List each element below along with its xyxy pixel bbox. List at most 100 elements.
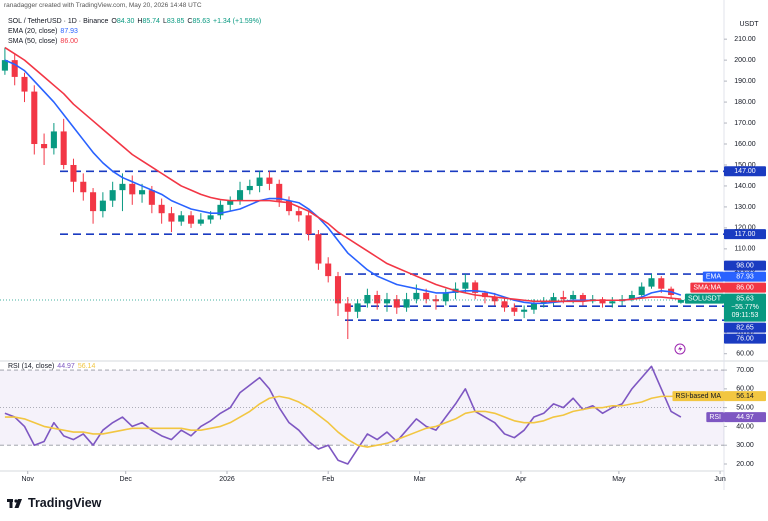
x-tick-label: Jun <box>714 476 725 483</box>
candle-body <box>521 309 528 312</box>
candle-body <box>276 183 283 201</box>
logo-icon <box>7 499 22 508</box>
axis-tag-value: 76.00 <box>736 335 754 342</box>
candle-body <box>442 292 449 302</box>
candle-body <box>21 76 28 92</box>
y-tick-label: 60.00 <box>736 351 754 358</box>
ohlc-value: 85.74 <box>142 18 160 25</box>
legend-title: SOL / TetherUSD · 1D · Binance <box>8 18 109 25</box>
axis-tag-label-box <box>706 412 724 423</box>
candle-body <box>481 292 488 298</box>
y-tick-label: 200.00 <box>734 57 756 64</box>
candle-body <box>364 294 371 304</box>
candle-body <box>129 183 136 195</box>
ohlc-label: C <box>187 18 193 25</box>
candle-body <box>80 181 87 193</box>
axis-tag: 87.93 EMA <box>702 271 766 282</box>
axis-tag: 85.63 −55.77%09:11:53 SOLUSDT <box>684 293 766 322</box>
candle-body <box>550 297 557 302</box>
candle-body <box>677 299 684 303</box>
legend-series-name: EMA (20, close) <box>8 28 58 35</box>
legend-title: RSI (14, close) <box>8 363 55 370</box>
candle-body <box>99 200 106 212</box>
legend-row: SOL / TetherUSD · 1D · Binance O84.30 H85.… <box>8 17 264 27</box>
axis-tag-value: 56.14 <box>736 393 754 400</box>
candle-body <box>472 282 479 293</box>
axis-tag: 117.00 <box>724 229 766 240</box>
y-tick-label: 140.00 <box>734 183 756 190</box>
candle-body <box>511 307 518 312</box>
candle-body <box>70 164 77 182</box>
candle-body <box>188 215 195 224</box>
candle-body <box>354 303 361 312</box>
candle-body <box>158 204 165 214</box>
candle-body <box>599 299 606 304</box>
candle-body <box>344 303 351 312</box>
legend-row: SMA (50, close) 86.00 <box>8 37 264 47</box>
axis-tag: 44.97 RSI <box>706 412 766 423</box>
axis-tag-label-box <box>684 293 724 304</box>
candle-body <box>197 219 204 224</box>
candle-body <box>305 215 312 235</box>
candle-body <box>334 276 342 304</box>
axis-tag-box <box>724 260 766 271</box>
candle-body <box>609 301 616 304</box>
x-tick-label: Apr <box>515 476 527 483</box>
axis-tag-label-box <box>672 391 724 402</box>
y-tick-label: 60.00 <box>736 386 754 393</box>
axis-tag-value: 147.00 <box>734 168 756 175</box>
candle-body <box>256 177 263 186</box>
axis-tag-label-box <box>690 282 724 293</box>
axis-tag: 147.00 <box>724 166 766 177</box>
x-tick-label: Nov <box>21 476 34 483</box>
x-tick-label: Feb <box>322 476 334 483</box>
x-tick-label: Mar <box>414 476 427 483</box>
axis-tag-box <box>724 229 766 240</box>
candle-body <box>266 177 273 184</box>
y-tick-label: 160.00 <box>734 141 756 148</box>
candle-body <box>530 303 537 310</box>
axis-tag-box <box>724 322 766 333</box>
axis-tag-box <box>724 166 766 177</box>
candle-body <box>393 299 400 308</box>
legend-series-value: 87.93 <box>60 28 78 35</box>
candle-body <box>60 131 67 165</box>
axis-tag-value: 87.93 <box>736 273 754 280</box>
candle-body <box>403 299 410 308</box>
y-tick-label: 130.00 <box>734 204 756 211</box>
series-line <box>4 59 682 305</box>
axis-tag-value: 98.00 <box>736 262 754 269</box>
axis-tag-label: SMA:MA <box>693 284 721 291</box>
candle-body <box>658 278 665 289</box>
axis-tag-box <box>724 333 766 344</box>
ohlc-label: H <box>137 18 143 25</box>
candle-body <box>648 278 655 287</box>
axis-tag-box <box>724 293 766 322</box>
candle-body <box>570 294 577 300</box>
candle-body <box>139 190 146 195</box>
axis-tag-value: 82.65 <box>736 324 754 331</box>
axis-tag: 82.65 <box>724 322 766 333</box>
candle-body <box>423 292 430 300</box>
y-tick-label: 110.00 <box>735 246 756 253</box>
ohlc-value: 83.85 <box>166 18 185 25</box>
candle-body <box>383 299 391 304</box>
candle-body <box>207 215 214 220</box>
legend-change: +1.34 (+1.59%) <box>213 18 262 25</box>
ohlc-value: 85.63 <box>192 18 210 25</box>
axis-tag-label-box <box>702 271 724 282</box>
series-line <box>4 395 681 448</box>
axis-tag-box <box>724 271 766 282</box>
candle-body <box>540 301 547 304</box>
candle-body <box>325 263 332 277</box>
y-tick-label: 150.00 <box>734 162 756 169</box>
axis-tag: 76.00 <box>724 333 766 344</box>
candle-body <box>560 297 567 300</box>
axis-tag-label: RSI <box>709 414 721 421</box>
axis-tag: 56.14 RSI-based MA <box>672 391 766 402</box>
axis-tag-label: EMA <box>706 273 722 280</box>
axis-tag-detail: −55.77% <box>731 304 759 311</box>
candle-body <box>119 183 126 191</box>
candle-body <box>315 234 322 264</box>
